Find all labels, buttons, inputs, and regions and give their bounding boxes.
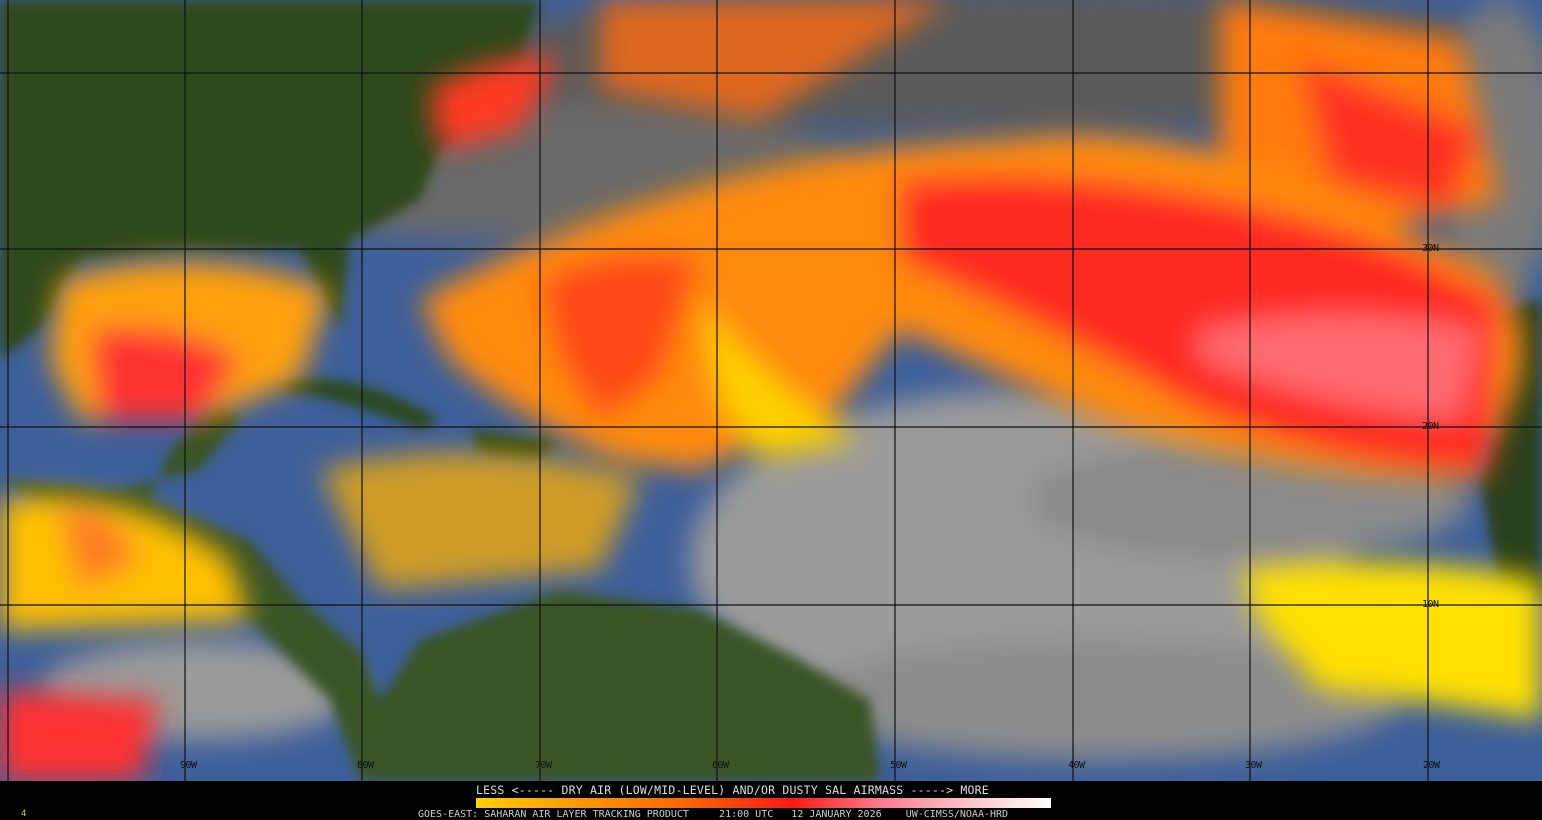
- product-footer: GOES-EAST: SAHARAN AIR LAYER TRACKING PR…: [418, 809, 1008, 820]
- lat-label-20n: 20N: [1422, 421, 1439, 432]
- satellite-map: [0, 0, 1542, 781]
- lon-label-70w: 70W: [535, 760, 552, 771]
- footer-date: 12 JANUARY 2026: [791, 809, 882, 820]
- land-masses: [0, 0, 1542, 781]
- lat-label-30n: 30N: [1422, 243, 1439, 254]
- lon-label-80w: 80W: [357, 760, 374, 771]
- dust-sal-airmass: [0, 0, 1542, 781]
- legend-title: LESS <----- DRY AIR (LOW/MID-LEVEL) AND/…: [476, 783, 989, 797]
- lon-label-20w: 20W: [1423, 760, 1440, 771]
- lon-label-50w: 50W: [890, 760, 907, 771]
- color-scale-bar: [476, 798, 1051, 808]
- legend-bar: LESS <----- DRY AIR (LOW/MID-LEVEL) AND/…: [0, 781, 1542, 820]
- footer-time: 21:00 UTC: [719, 809, 774, 820]
- lon-label-30w: 30W: [1245, 760, 1262, 771]
- footer-satellite: GOES-EAST: SAHARAN AIR LAYER TRACKING PR…: [418, 809, 689, 820]
- lon-label-40w: 40W: [1068, 760, 1085, 771]
- lon-label-90w: 90W: [180, 760, 197, 771]
- lat-label-10n: 10N: [1422, 599, 1439, 610]
- corner-mark: 4: [21, 809, 27, 819]
- footer-credit: UW-CIMSS/NOAA-HRD: [905, 809, 1009, 820]
- lon-label-60w: 60W: [712, 760, 729, 771]
- lat-lon-grid: [0, 0, 1542, 781]
